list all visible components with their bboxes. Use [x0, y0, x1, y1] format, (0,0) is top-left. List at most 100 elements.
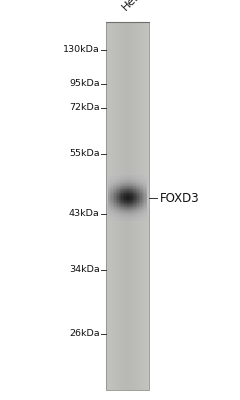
Bar: [139, 212, 140, 214]
Bar: [144, 214, 146, 215]
Bar: [129, 179, 130, 180]
Bar: [132, 204, 133, 205]
Bar: [126, 180, 127, 181]
Bar: [146, 216, 148, 217]
Bar: [146, 174, 148, 176]
Bar: [134, 187, 136, 188]
Bar: [124, 182, 126, 183]
Bar: [143, 198, 145, 199]
Bar: [134, 195, 136, 196]
Bar: [137, 174, 139, 176]
Bar: [146, 220, 148, 221]
Bar: [108, 203, 110, 204]
Bar: [116, 202, 117, 203]
Bar: [119, 202, 120, 204]
Bar: [132, 189, 133, 190]
Bar: [132, 215, 133, 216]
Bar: [140, 188, 142, 189]
Bar: [117, 195, 119, 196]
Bar: [140, 202, 142, 203]
Bar: [137, 181, 139, 182]
Bar: [111, 194, 113, 195]
Bar: [144, 184, 146, 185]
Bar: [129, 177, 130, 178]
Bar: [114, 194, 116, 195]
Bar: [142, 202, 143, 204]
Bar: [147, 217, 149, 218]
Bar: [123, 22, 124, 390]
Bar: [136, 194, 138, 195]
Bar: [140, 198, 142, 200]
Bar: [146, 211, 148, 212]
Bar: [129, 207, 130, 208]
Bar: [113, 202, 114, 204]
Bar: [132, 186, 133, 187]
Bar: [116, 184, 117, 185]
Bar: [139, 185, 140, 186]
Bar: [114, 177, 116, 178]
Bar: [106, 188, 107, 189]
Bar: [106, 187, 107, 188]
Bar: [147, 220, 149, 221]
Bar: [108, 215, 110, 216]
Bar: [147, 199, 149, 200]
Bar: [120, 178, 122, 179]
Bar: [137, 182, 139, 183]
Bar: [126, 196, 127, 197]
Bar: [121, 214, 123, 215]
Bar: [129, 208, 130, 209]
Bar: [121, 198, 123, 199]
Bar: [119, 220, 120, 221]
Bar: [142, 193, 143, 194]
Bar: [114, 174, 116, 176]
Bar: [132, 187, 133, 188]
Bar: [123, 203, 125, 204]
Bar: [144, 178, 146, 179]
Bar: [127, 186, 129, 187]
Bar: [111, 215, 113, 216]
Bar: [124, 202, 126, 203]
Bar: [108, 182, 110, 183]
Bar: [132, 199, 133, 200]
Bar: [107, 189, 109, 190]
Bar: [147, 183, 149, 184]
Bar: [126, 202, 127, 204]
Bar: [107, 194, 109, 195]
Bar: [110, 208, 112, 209]
Bar: [116, 189, 117, 190]
Bar: [124, 197, 126, 198]
Bar: [107, 174, 109, 176]
Bar: [108, 179, 110, 180]
Bar: [132, 203, 133, 204]
Bar: [110, 22, 111, 390]
Bar: [117, 219, 119, 220]
Bar: [119, 192, 120, 193]
Bar: [137, 215, 139, 216]
Bar: [129, 194, 130, 195]
Bar: [137, 179, 139, 180]
Bar: [123, 179, 125, 180]
Bar: [117, 185, 119, 186]
Bar: [126, 176, 127, 177]
Bar: [133, 208, 135, 209]
Bar: [146, 22, 147, 390]
Bar: [126, 178, 127, 180]
Bar: [133, 195, 135, 196]
Bar: [110, 186, 112, 187]
Bar: [117, 197, 119, 198]
Bar: [140, 207, 142, 208]
Bar: [133, 207, 135, 208]
Bar: [111, 22, 112, 390]
Bar: [129, 180, 130, 181]
Bar: [143, 193, 145, 194]
Bar: [119, 187, 120, 188]
Bar: [113, 183, 114, 184]
Bar: [106, 200, 107, 201]
Bar: [134, 185, 136, 186]
Bar: [110, 204, 112, 205]
Bar: [111, 184, 113, 185]
Bar: [147, 180, 149, 181]
Bar: [146, 189, 148, 190]
Bar: [127, 194, 129, 195]
Bar: [111, 183, 113, 184]
